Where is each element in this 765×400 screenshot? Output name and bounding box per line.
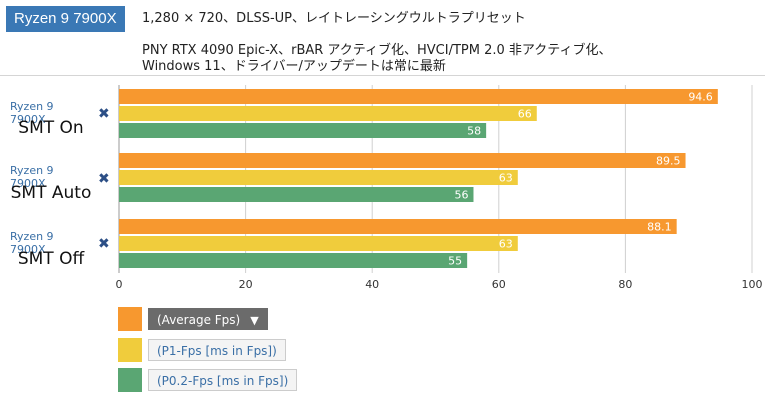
- x-tick-label: 0: [116, 278, 123, 291]
- group-config-label: SMT Off: [17, 249, 85, 269]
- subtitle-line-3: Windows 11、ドライバー/アップデートは常に最新: [142, 59, 446, 74]
- x-tick-label: 80: [618, 278, 632, 291]
- bar: [119, 236, 518, 251]
- group-config-label: SMT On: [18, 118, 84, 138]
- x-tick-label: 60: [492, 278, 506, 291]
- bar-value-label: 89.5: [656, 155, 681, 168]
- bar-value-label: 58: [467, 125, 481, 138]
- group-cpu-label: Ryzen 9 7900X: [10, 100, 54, 126]
- legend-p1-button[interactable]: (P1-Fps [ms in Fps]): [148, 339, 286, 361]
- bar: [119, 170, 518, 185]
- group-config-label: SMT Auto: [10, 183, 92, 203]
- bar: [119, 89, 718, 104]
- remove-icon[interactable]: ✖: [98, 106, 110, 122]
- bar-value-label: 56: [454, 189, 468, 202]
- group-cpu-label: Ryzen 9 7900X: [10, 230, 54, 256]
- chart-title: Ryzen 9 7900X: [6, 6, 125, 32]
- legend-p02-button[interactable]: (P0.2-Fps [ms in Fps]): [148, 369, 298, 391]
- bar: [119, 253, 468, 268]
- remove-icon[interactable]: ✖: [98, 171, 110, 187]
- bar: [119, 106, 537, 121]
- x-tick-label: 20: [239, 278, 253, 291]
- legend-average-label: (Average Fps): [157, 313, 241, 327]
- subtitle-line-2: PNY RTX 4090 Epic-X、rBAR アクティブ化、HVCI/TPM…: [142, 43, 612, 58]
- legend-swatch-average: [118, 307, 142, 331]
- bar: [119, 187, 474, 202]
- bar-value-label: 63: [499, 172, 513, 185]
- x-tick-label: 100: [742, 278, 763, 291]
- legend-swatch-p1: [118, 338, 142, 362]
- bar: [119, 123, 487, 138]
- bar-value-label: 88.1: [647, 221, 672, 234]
- bar-chart: 0 20 40 60 80 100 94.6 66 58 89.5 63 56 88.1 63 55: [116, 85, 763, 291]
- bar-value-label: 66: [518, 108, 532, 121]
- header-divider: [0, 75, 765, 76]
- subtitle-line-1: 1,280 × 720、DLSS-UP、レイトレーシングウルトラプリセット: [142, 11, 526, 26]
- bar: [119, 153, 686, 168]
- legend-swatch-p02: [118, 368, 142, 392]
- chevron-down-icon: ▼: [250, 314, 259, 327]
- group-cpu-label: Ryzen 9 7900X: [10, 164, 54, 190]
- remove-icon[interactable]: ✖: [98, 236, 110, 252]
- bar-value-label: 63: [499, 238, 513, 251]
- x-tick-label: 40: [365, 278, 379, 291]
- legend-average-button[interactable]: (Average Fps) ▼: [148, 308, 268, 330]
- bar-value-label: 94.6: [688, 91, 713, 104]
- bar-value-label: 55: [448, 255, 462, 268]
- bar: [119, 219, 677, 234]
